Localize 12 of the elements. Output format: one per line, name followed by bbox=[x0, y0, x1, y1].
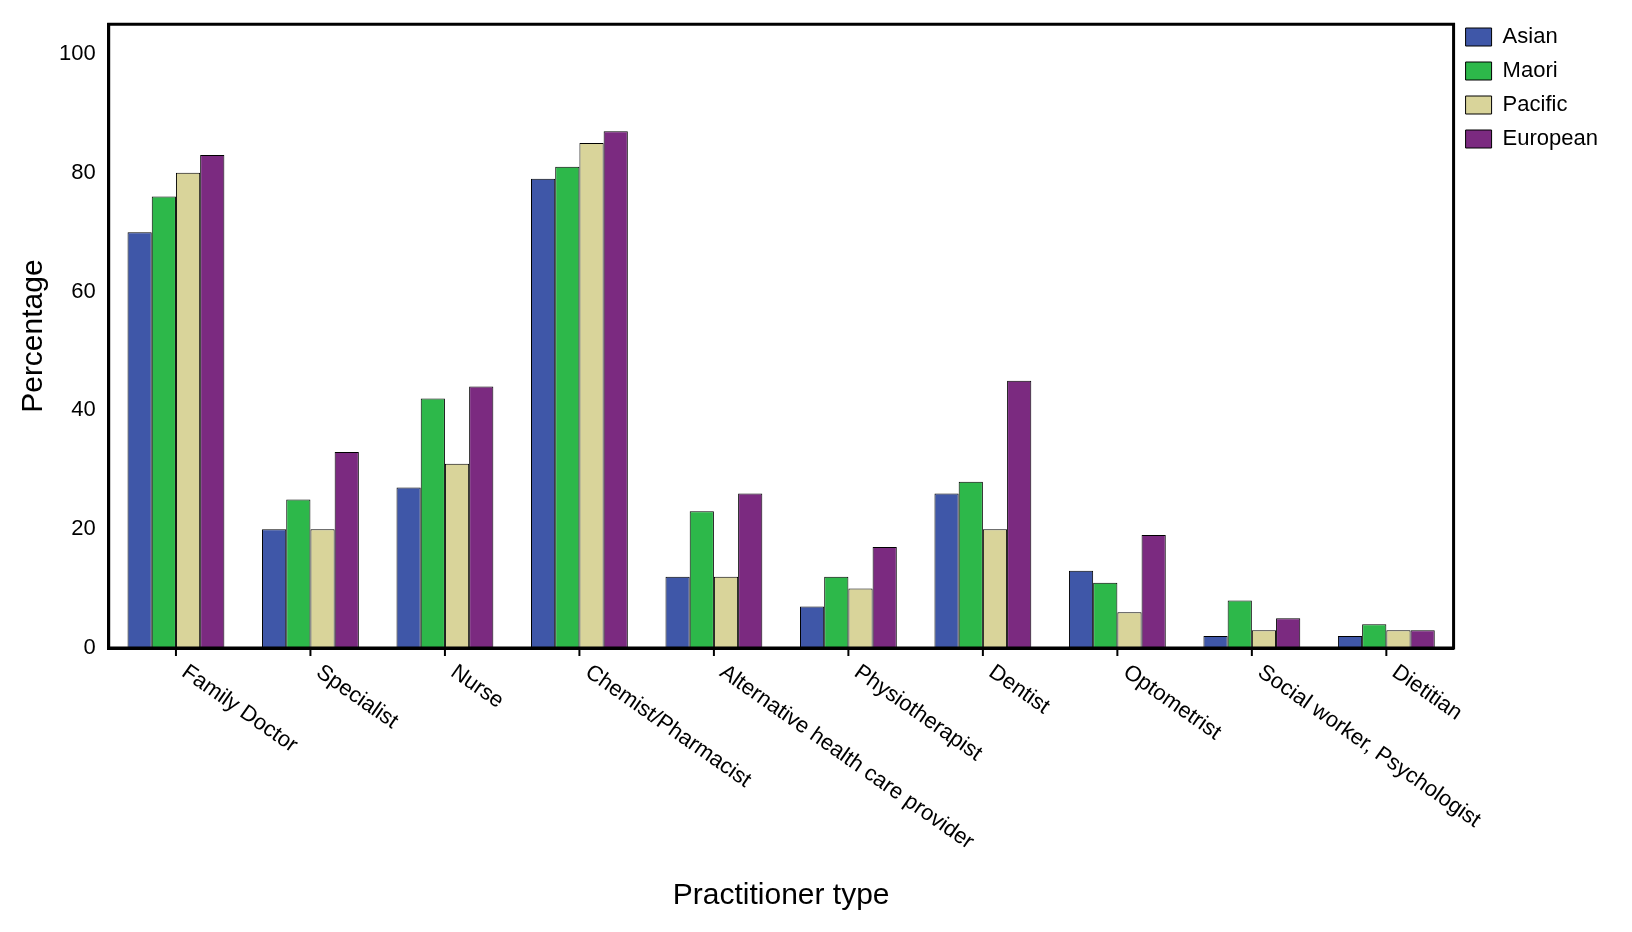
y-tick-label: 0 bbox=[83, 634, 96, 660]
legend-label: European bbox=[1502, 125, 1599, 151]
y-tick-label: 60 bbox=[71, 277, 96, 303]
legend-label: Asian bbox=[1502, 23, 1558, 49]
legend-label: Pacific bbox=[1502, 91, 1568, 117]
y-axis-title: Percentage bbox=[15, 259, 49, 413]
legend-label: Maori bbox=[1502, 57, 1558, 83]
x-axis-title: Practitioner type bbox=[672, 877, 890, 911]
y-tick-label: 20 bbox=[71, 515, 96, 541]
y-tick-label: 40 bbox=[71, 396, 96, 422]
y-tick-label: 100 bbox=[58, 39, 96, 65]
y-tick-label: 80 bbox=[71, 158, 96, 184]
